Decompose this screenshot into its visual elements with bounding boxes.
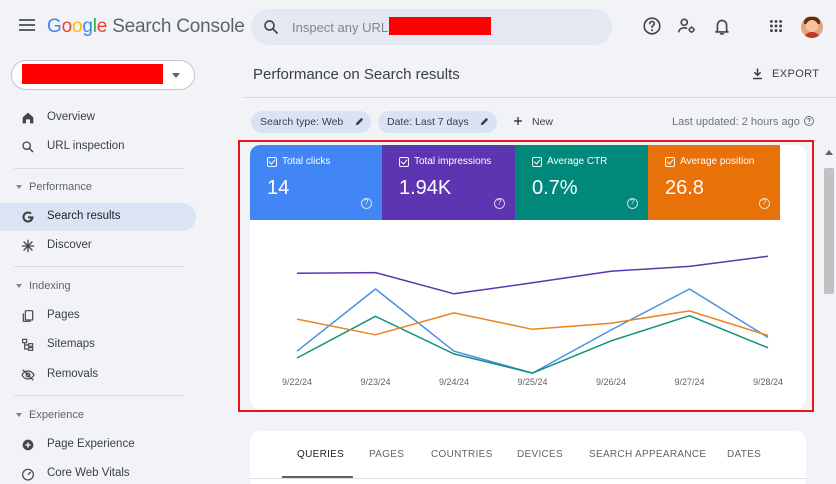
help-icon[interactable] [361, 198, 372, 209]
sidebar-item-overview[interactable]: Overview [0, 104, 196, 132]
edit-pencil-icon [480, 117, 489, 126]
tab-countries[interactable]: COUNTRIES [431, 449, 493, 460]
eye-off-icon [21, 369, 35, 381]
collapse-triangle-icon [16, 185, 22, 189]
checkbox-checked-icon[interactable] [267, 157, 277, 167]
metric-card-average-ctr[interactable]: Average CTR 0.7% [515, 145, 648, 220]
sidebar-item-discover[interactable]: Discover [0, 232, 196, 260]
avatar[interactable] [801, 16, 823, 38]
scrollbar-thumb[interactable] [824, 168, 834, 294]
search-icon [264, 20, 278, 34]
page-title: Performance on Search results [253, 66, 460, 83]
help-icon[interactable] [759, 198, 770, 209]
new-filter-button[interactable]: New [508, 111, 558, 133]
plus-circle-icon [22, 439, 34, 451]
last-updated-text: Last updated: 2 hours ago [672, 116, 800, 128]
sidebar-section-performance[interactable]: Performance [0, 178, 196, 198]
apps-grid-icon[interactable] [765, 15, 787, 37]
sidebar-item-removals[interactable]: Removals [0, 361, 196, 389]
menu-icon[interactable] [16, 16, 38, 38]
pages-icon [22, 310, 34, 322]
sidebar-item-url-inspection[interactable]: URL inspection [0, 133, 196, 161]
url-inspection-search-bar[interactable]: Inspect any URL in [251, 9, 612, 45]
checkbox-checked-icon[interactable] [665, 157, 675, 167]
sidebar-section-indexing[interactable]: Indexing [0, 277, 196, 297]
collapse-triangle-icon [16, 413, 22, 417]
dimension-tabs-card [250, 431, 806, 484]
header-divider [242, 97, 836, 98]
google-g-icon [22, 211, 34, 223]
tab-search-appearance[interactable]: SEARCH APPEARANCE [589, 449, 707, 460]
magnifier-icon [22, 141, 34, 153]
series-line-total-clicks [296, 288, 769, 374]
tabs-divider [250, 478, 806, 479]
help-icon[interactable] [641, 15, 663, 37]
series-line-total-impressions [296, 255, 769, 295]
sidebar-divider [14, 168, 184, 169]
download-icon [753, 68, 762, 80]
active-tab-indicator [282, 476, 353, 478]
x-axis-tick-label: 9/24/24 [439, 377, 469, 387]
x-axis-tick-label: 9/28/24 [753, 377, 783, 387]
performance-chart-card: Total clicks 14 Total impressions 1.94K … [250, 145, 806, 409]
metric-card-average-position[interactable]: Average position 26.8 [648, 145, 780, 220]
tab-devices[interactable]: DEVICES [517, 449, 564, 460]
series-line-average-ctr [296, 314, 769, 374]
plus-icon [514, 117, 522, 125]
edit-pencil-icon [355, 117, 364, 126]
filter-chip-search-type[interactable]: Search type: Web [251, 111, 371, 133]
help-icon[interactable] [627, 198, 638, 209]
x-axis-tick-label: 9/23/24 [360, 377, 390, 387]
help-icon[interactable] [803, 115, 815, 127]
x-axis-tick-label: 9/25/24 [517, 377, 547, 387]
sidebar-item-sitemaps[interactable]: Sitemaps [0, 331, 196, 359]
help-icon[interactable] [494, 198, 505, 209]
sidebar-divider [14, 266, 184, 267]
sidebar-item-core-web-vitals[interactable]: Core Web Vitals [0, 460, 196, 484]
x-axis-tick-label: 9/26/24 [596, 377, 626, 387]
sidebar-item-page-experience[interactable]: Page Experience [0, 431, 196, 459]
sidebar-section-experience[interactable]: Experience [0, 406, 196, 426]
checkbox-checked-icon[interactable] [532, 157, 542, 167]
metric-card-total-clicks[interactable]: Total clicks 14 [250, 145, 382, 220]
x-axis-tick-label: 9/22/24 [282, 377, 312, 387]
home-icon [22, 112, 34, 124]
filter-chip-date[interactable]: Date: Last 7 days [378, 111, 497, 133]
notifications-icon[interactable] [711, 15, 733, 37]
checkbox-checked-icon[interactable] [399, 157, 409, 167]
redacted-property-name [22, 64, 163, 84]
performance-line-chart: 9/22/24 9/23/24 9/24/24 9/25/24 9/26/24 9/27/… [282, 255, 783, 387]
series-line-average-position [296, 310, 769, 337]
search-placeholder: Inspect any URL in [292, 20, 402, 35]
sidebar-item-search-results[interactable]: Search results [0, 203, 196, 231]
asterisk-icon [21, 239, 35, 253]
manage-users-icon[interactable] [676, 15, 698, 37]
metric-card-total-impressions[interactable]: Total impressions 1.94K [382, 145, 515, 220]
gauge-icon [22, 468, 34, 481]
sidebar-divider [14, 395, 184, 396]
sidebar-item-pages[interactable]: Pages [0, 302, 196, 330]
app-logo[interactable]: Google Search Console [47, 16, 245, 37]
collapse-triangle-icon [16, 284, 22, 288]
tab-pages[interactable]: PAGES [369, 449, 405, 460]
sitemap-icon [22, 338, 34, 351]
chevron-down-icon [172, 73, 180, 78]
tab-dates[interactable]: DATES [727, 449, 762, 460]
scroll-up-arrow-icon[interactable] [825, 150, 833, 155]
x-axis-tick-label: 9/27/24 [674, 377, 704, 387]
tab-queries[interactable]: QUERIES [297, 449, 345, 460]
redacted-url [389, 17, 491, 35]
